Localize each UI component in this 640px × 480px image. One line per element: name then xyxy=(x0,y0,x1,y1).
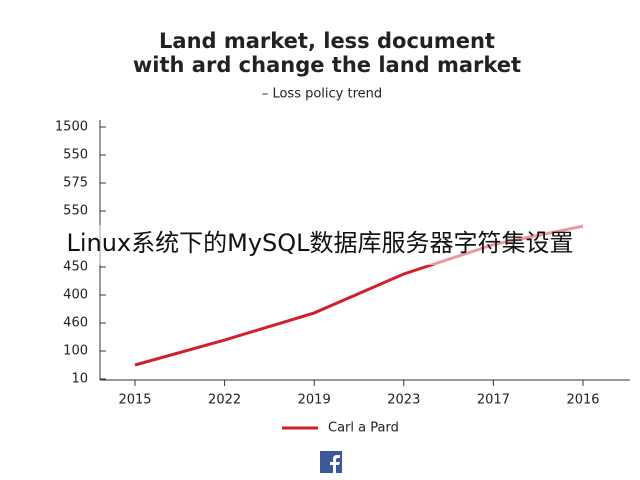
y-tick-label: 100 xyxy=(63,344,88,359)
overlay-text: Linux系统下的MySQL数据库服务器字符集设置 xyxy=(66,229,573,257)
chart-title: with ard change the land market xyxy=(133,53,521,77)
y-tick-label: 400 xyxy=(63,288,88,303)
chart-title: Land market, less document xyxy=(159,29,495,53)
x-tick-label: 2022 xyxy=(208,393,241,408)
y-tick-label: 450 xyxy=(63,260,88,275)
x-tick-label: 2016 xyxy=(566,393,599,408)
y-tick-label: 550 xyxy=(63,148,88,163)
x-tick-label: 2019 xyxy=(298,393,331,408)
legend-label: Carl a Pard xyxy=(328,421,399,436)
facebook-icon[interactable] xyxy=(320,451,342,473)
y-tick-label: 460 xyxy=(63,316,88,331)
x-tick-label: 2017 xyxy=(477,393,510,408)
y-tick-label: 575 xyxy=(63,176,88,191)
y-tick-label: 10 xyxy=(71,372,88,387)
y-tick-label: 550 xyxy=(63,204,88,219)
x-tick-label: 2015 xyxy=(118,393,151,408)
chart-subtitle: – Loss policy trend xyxy=(262,87,382,102)
y-tick-label: 1500 xyxy=(55,120,88,135)
x-tick-label: 2023 xyxy=(387,393,420,408)
overlay-band xyxy=(95,225,635,265)
